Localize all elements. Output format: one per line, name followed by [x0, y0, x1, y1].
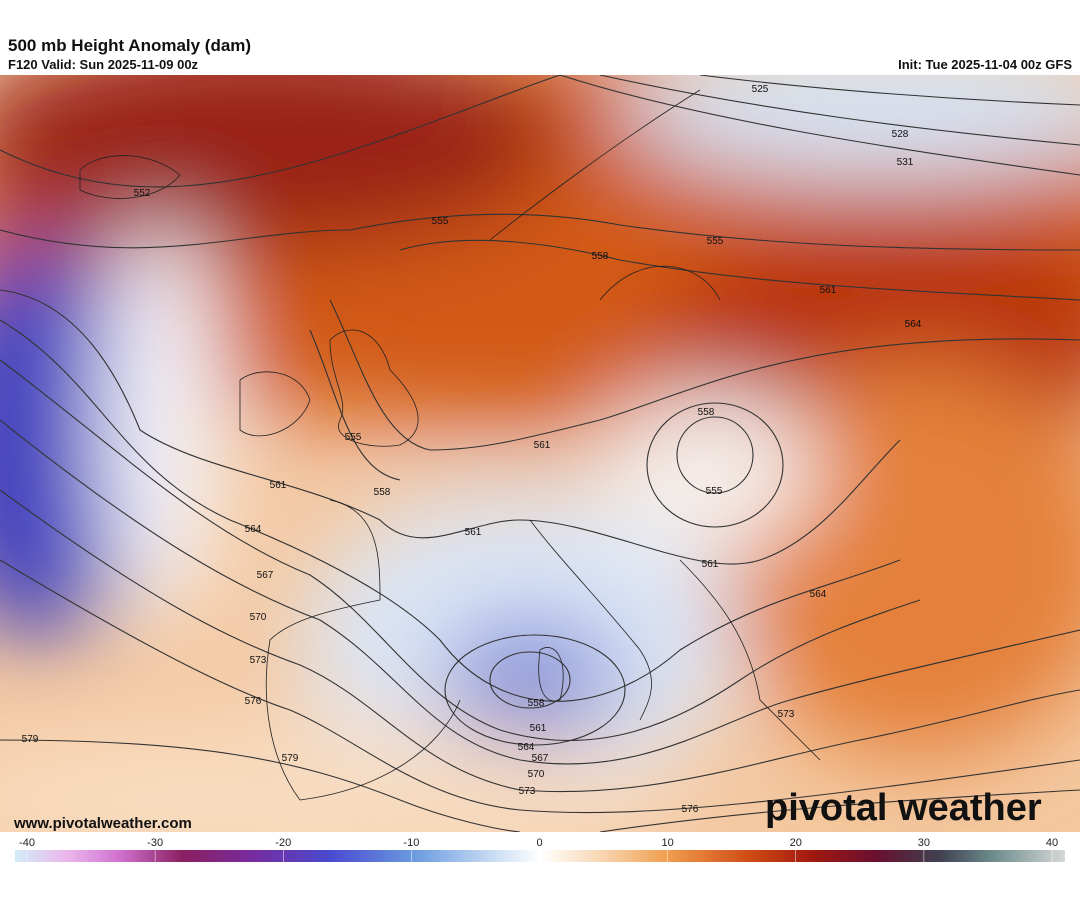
colorbar-tick-label: -20 — [275, 837, 291, 849]
colorbar-tick-label: 0 — [536, 837, 542, 849]
colorbar-tick-label: -10 — [403, 837, 419, 849]
contour-label: 564 — [810, 589, 827, 600]
contour-label: 579 — [282, 753, 299, 764]
contour-label: 558 — [528, 698, 545, 709]
contour-label: 525 — [752, 84, 769, 95]
contour-label: 573 — [778, 709, 795, 720]
colorbar-tick-label: 30 — [918, 837, 930, 849]
contour-label: 531 — [897, 157, 914, 168]
contour-lines — [0, 75, 1080, 832]
colorbar-tick-label: 40 — [1046, 837, 1058, 849]
logo: pivotal weather — [765, 787, 1042, 829]
contour-label: 567 — [532, 753, 549, 764]
contour-label: 561 — [465, 527, 482, 538]
contour-label: 570 — [528, 769, 545, 780]
anomaly-field — [0, 75, 1080, 832]
colorbar-tick-label: 10 — [662, 837, 674, 849]
contour-label: 567 — [257, 570, 274, 581]
contour-label: 564 — [245, 524, 262, 535]
init-time: Init: Tue 2025-11-04 00z GFS — [898, 57, 1072, 72]
contour-label: 555 — [706, 486, 723, 497]
contour-label: 573 — [250, 655, 267, 666]
contour-label: 528 — [892, 129, 909, 140]
contour-label: 561 — [702, 559, 719, 570]
contour-label: 573 — [519, 786, 536, 797]
website: www.pivotalweather.com — [13, 815, 192, 832]
title: 500 mb Height Anomaly (dam) — [8, 36, 252, 55]
colorbar-tick-label: -30 — [147, 837, 163, 849]
valid-time: F120 Valid: Sun 2025-11-09 00z — [8, 57, 199, 72]
contour-label: 555 — [432, 216, 449, 227]
contour-label: 561 — [530, 723, 547, 734]
colorbar — [15, 850, 1065, 862]
contour-label: 555 — [707, 236, 724, 247]
contour-label: 576 — [682, 804, 699, 815]
coastlines — [79, 89, 821, 801]
contour-label: 576 — [245, 696, 262, 707]
contour-label: 564 — [518, 742, 535, 753]
contour-label: 579 — [22, 734, 39, 745]
contour-label: 558 — [374, 487, 391, 498]
contour-label: 561 — [534, 440, 551, 451]
colorbar-tick-label: -40 — [19, 837, 35, 849]
contour-label: 558 — [592, 251, 609, 262]
colorbar-tick-label: 20 — [790, 837, 802, 849]
contour-label: 561 — [820, 285, 837, 296]
contour-label: 561 — [270, 480, 287, 491]
contour-label: 555 — [345, 432, 362, 443]
contour-label: 570 — [250, 612, 267, 623]
contour-label: 552 — [134, 188, 151, 199]
contour-label: 564 — [905, 319, 922, 330]
contour-label: 558 — [698, 407, 715, 418]
